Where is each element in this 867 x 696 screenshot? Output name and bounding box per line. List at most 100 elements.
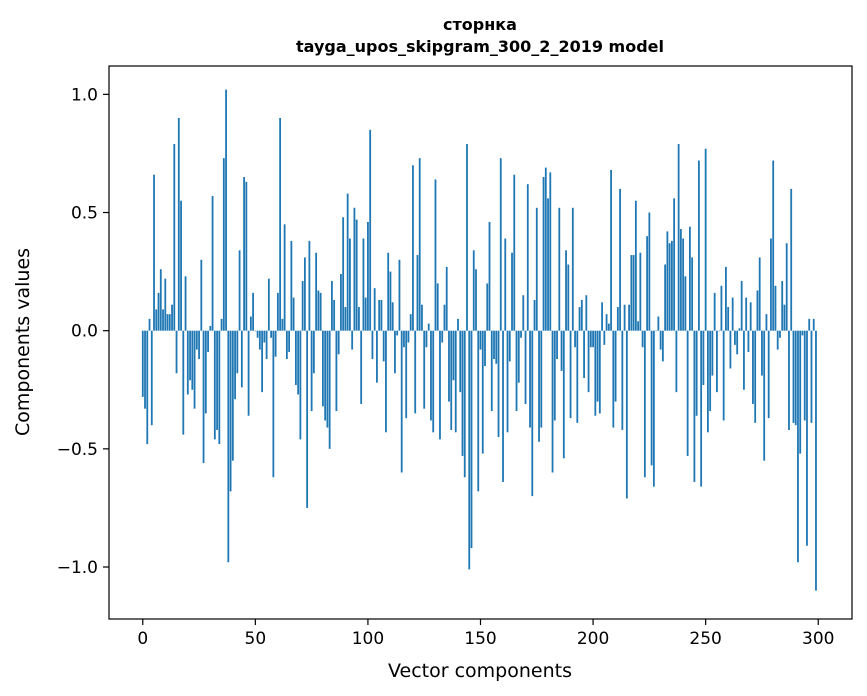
bar-160 <box>502 330 504 482</box>
bar-230 <box>659 330 662 350</box>
bar-298 <box>812 318 815 331</box>
bar-250 <box>704 148 707 331</box>
bar-238 <box>677 143 680 331</box>
x-axis-label: Vector components <box>388 660 572 682</box>
bar-241 <box>684 276 687 331</box>
bar-177 <box>540 330 543 428</box>
bar-92 <box>349 238 351 331</box>
bar-212 <box>619 188 621 331</box>
bar-74 <box>308 240 311 331</box>
bar-283 <box>779 330 781 338</box>
bar-91 <box>346 193 349 331</box>
bar-28 <box>204 330 207 414</box>
bar-33 <box>216 330 218 430</box>
bar-145 <box>468 330 471 570</box>
bar-56 <box>267 278 270 331</box>
bar-88 <box>340 273 342 331</box>
bar-86 <box>335 330 338 412</box>
bar-206 <box>605 314 608 331</box>
bar-83 <box>328 330 331 449</box>
bar-135 <box>445 266 448 331</box>
bar-65 <box>288 330 291 352</box>
bar-225 <box>648 212 651 331</box>
bar-38 <box>227 330 230 563</box>
bar-296 <box>808 318 811 331</box>
bar-181 <box>549 172 552 331</box>
bar-119 <box>409 314 412 331</box>
bar-183 <box>553 330 556 421</box>
bar-2 <box>146 330 149 445</box>
bar-66 <box>290 240 293 331</box>
y-tick-label: 1.0 <box>71 85 98 105</box>
bar-219 <box>634 200 637 331</box>
bar-147 <box>472 250 475 331</box>
bar-163 <box>508 330 511 362</box>
bar-274 <box>758 257 761 331</box>
bar-0 <box>141 330 144 397</box>
x-tick-label: 50 <box>245 629 267 649</box>
bar-32 <box>213 330 216 440</box>
y-tick-label: −0.5 <box>57 440 98 460</box>
bar-231 <box>661 330 664 362</box>
bar-228 <box>655 330 658 332</box>
bar-69 <box>297 330 300 395</box>
bar-197 <box>585 295 588 331</box>
bar-113 <box>396 330 399 336</box>
bar-263 <box>734 330 736 345</box>
bar-299 <box>815 330 817 591</box>
bar-126 <box>425 330 428 348</box>
bar-222 <box>641 330 644 348</box>
x-tick-label: 200 <box>577 629 609 649</box>
bar-189 <box>567 264 570 331</box>
bar-140 <box>457 318 459 331</box>
bar-24 <box>195 330 198 350</box>
bar-136 <box>448 330 450 402</box>
x-axis-ticks: 0 50 100 150 200 250 300 <box>137 619 834 649</box>
bar-39 <box>229 330 232 492</box>
bar-239 <box>679 229 682 331</box>
bar-123 <box>418 158 421 331</box>
bar-284 <box>781 281 784 331</box>
bar-61 <box>279 117 282 331</box>
bar-30 <box>209 325 212 331</box>
bar-114 <box>398 259 401 331</box>
bar-211 <box>616 307 619 331</box>
bar-203 <box>598 330 601 414</box>
bar-5 <box>153 174 155 331</box>
bar-232 <box>664 264 667 331</box>
bar-22 <box>191 330 194 390</box>
bar-248 <box>700 330 703 487</box>
bar-50 <box>254 330 257 332</box>
bar-269 <box>747 330 750 352</box>
bar-4 <box>150 330 153 426</box>
bar-128 <box>430 330 432 421</box>
bar-254 <box>713 292 716 331</box>
bar-62 <box>281 318 284 331</box>
bar-99 <box>364 297 367 331</box>
bar-199 <box>589 330 592 348</box>
bar-51 <box>256 330 259 338</box>
bar-111 <box>391 302 394 331</box>
plot-frame <box>108 65 853 620</box>
bar-138 <box>452 330 455 381</box>
bar-10 <box>164 278 167 331</box>
bar-235 <box>670 240 673 331</box>
bar-94 <box>353 207 356 331</box>
bar-174 <box>533 299 536 331</box>
bar-220 <box>637 321 640 331</box>
bar-280 <box>772 160 775 331</box>
bar-125 <box>423 330 426 409</box>
bar-89 <box>342 217 345 331</box>
bar-3 <box>148 318 151 331</box>
bar-21 <box>189 330 191 381</box>
bar-84 <box>330 281 333 331</box>
bar-262 <box>731 297 734 331</box>
bar-93 <box>351 330 354 350</box>
bar-242 <box>686 330 689 456</box>
bar-256 <box>718 330 721 332</box>
bar-112 <box>394 330 396 374</box>
bar-43 <box>238 250 241 331</box>
y-tick-label: 0.0 <box>71 322 98 342</box>
bar-40 <box>231 330 234 461</box>
bar-226 <box>650 330 653 466</box>
